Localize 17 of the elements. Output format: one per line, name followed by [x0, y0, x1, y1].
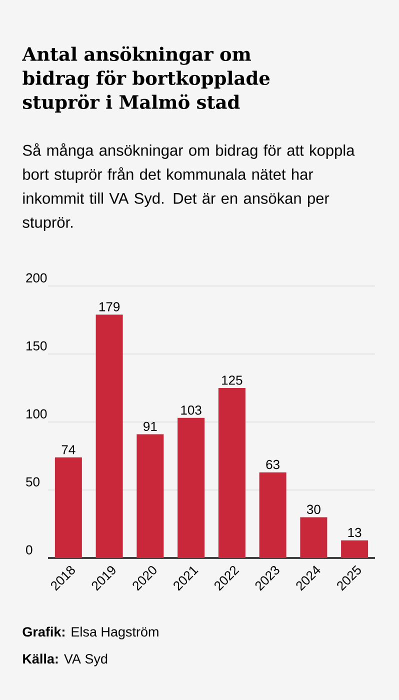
- text: Grafik: Elsa Hagström: [22, 626, 158, 640]
- data-label: 74: [62, 445, 76, 454]
- y-tick-label: 50: [26, 477, 40, 486]
- data-label: 179: [99, 302, 120, 312]
- data-label: 103: [181, 406, 202, 415]
- y-tick-label: 0: [26, 545, 32, 554]
- text: Källa: VA Syd: [23, 654, 108, 666]
- data-label: 125: [222, 376, 242, 385]
- data-label: 91: [144, 422, 157, 432]
- y-tick-label: 200: [26, 273, 47, 282]
- chart-subtitle: Så många ansökningar om bidrag för att koppla bort stuprör från det kommunala nätet har inkommit till VA Syd. Det är en ansökan per stuprör.: [22, 143, 355, 231]
- data-label: 63: [266, 460, 280, 470]
- chart-title: Antal ansökningar om bidrag för bortkopplade stuprör i Malmö stad: [22, 46, 270, 113]
- y-tick-label: 100: [26, 409, 47, 418]
- y-tick-label: 150: [26, 341, 47, 350]
- data-label: 13: [348, 528, 362, 538]
- data-label: 30: [306, 504, 320, 514]
